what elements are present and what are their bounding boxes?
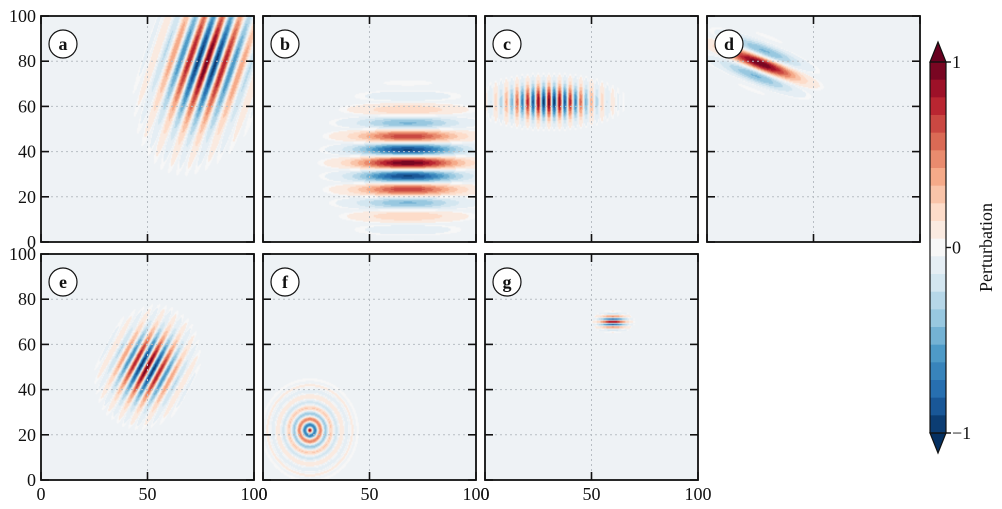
colorbar: 1 0 −1 Perturbation bbox=[929, 40, 996, 455]
contour-field bbox=[263, 254, 476, 480]
colorbar-level bbox=[930, 203, 946, 222]
colorbar-level bbox=[930, 115, 946, 134]
panel-g: g 0 50 100 bbox=[481, 253, 712, 504]
y-tick-label: 100 bbox=[9, 6, 36, 26]
panel-label-badge bbox=[714, 29, 744, 59]
colorbar-level bbox=[930, 97, 946, 116]
panel-frame bbox=[40, 15, 255, 243]
colorbar-level bbox=[930, 79, 946, 98]
panel-label-badge bbox=[270, 267, 300, 297]
colorbar-label: Perturbation bbox=[976, 203, 996, 292]
x-tick-label: 50 bbox=[139, 484, 157, 504]
colorbar-level bbox=[930, 221, 946, 240]
panel-label-badge bbox=[48, 267, 78, 297]
x-tick-label: 0 bbox=[37, 484, 46, 504]
x-tick-label: 50 bbox=[361, 484, 379, 504]
colorbar-extend-min bbox=[929, 432, 947, 455]
y-tick-label: 0 bbox=[27, 232, 36, 252]
panel-frame bbox=[40, 253, 255, 481]
y-tick-label: 0 bbox=[27, 470, 36, 490]
y-tick-label: 20 bbox=[18, 425, 36, 445]
panel-label-badge bbox=[270, 29, 300, 59]
panel-b: b bbox=[262, 15, 477, 243]
y-tick-label: 40 bbox=[18, 380, 36, 400]
x-tick-label: 0 bbox=[259, 484, 268, 504]
panel-label: e bbox=[59, 272, 67, 292]
panel-label-badge bbox=[492, 267, 522, 297]
colorbar-level bbox=[930, 291, 946, 310]
panel-label: d bbox=[724, 34, 734, 54]
colorbar-extend-max bbox=[929, 40, 947, 63]
contour-field bbox=[263, 16, 476, 242]
colorbar-level bbox=[930, 256, 946, 275]
panel-f: f 0 50 100 bbox=[259, 253, 490, 504]
panel-c: c bbox=[484, 15, 699, 243]
colorbar-tick-label: 0 bbox=[952, 238, 961, 258]
contour-field bbox=[485, 16, 698, 242]
colorbar-level bbox=[930, 309, 946, 328]
y-tick-label: 80 bbox=[18, 289, 36, 309]
panel-label: c bbox=[503, 34, 511, 54]
panel-frame bbox=[706, 15, 921, 243]
x-tick-label: 0 bbox=[481, 484, 490, 504]
contour-field bbox=[485, 254, 698, 480]
colorbar-level bbox=[930, 150, 946, 169]
colorbar-level bbox=[930, 168, 946, 187]
panel-label-badge bbox=[492, 29, 522, 59]
colorbar-level bbox=[930, 362, 946, 381]
panel-frame bbox=[484, 15, 699, 243]
contour-field bbox=[41, 254, 254, 480]
y-tick-label: 60 bbox=[18, 334, 36, 354]
panel-label: f bbox=[282, 272, 289, 292]
colorbar-level bbox=[930, 62, 946, 81]
panel-label: g bbox=[503, 272, 512, 292]
colorbar-level bbox=[930, 327, 946, 346]
y-tick-label: 20 bbox=[18, 187, 36, 207]
colorbar-level bbox=[930, 344, 946, 363]
colorbar-level bbox=[930, 274, 946, 293]
colorbar-level bbox=[930, 415, 946, 434]
x-tick-label: 100 bbox=[241, 484, 268, 504]
panel-label: b bbox=[280, 34, 290, 54]
panel-frame bbox=[262, 15, 477, 243]
contour-field bbox=[41, 16, 254, 242]
colorbar-tick-label: −1 bbox=[952, 423, 971, 443]
colorbar-level bbox=[930, 397, 946, 416]
y-tick-label: 60 bbox=[18, 96, 36, 116]
colorbar-level bbox=[930, 185, 946, 204]
x-tick-label: 100 bbox=[685, 484, 712, 504]
panel-label-badge bbox=[48, 29, 78, 59]
panel-a: a 0 20 40 60 80 100 bbox=[9, 6, 255, 252]
colorbar-tick-label: 1 bbox=[952, 52, 961, 72]
panel-d: d bbox=[706, 15, 921, 243]
y-tick-label: 100 bbox=[9, 244, 36, 264]
panel-frame bbox=[484, 253, 699, 481]
x-tick-label: 50 bbox=[583, 484, 601, 504]
y-tick-label: 80 bbox=[18, 51, 36, 71]
panel-frame bbox=[262, 253, 477, 481]
colorbar-level bbox=[930, 238, 946, 257]
x-tick-label: 100 bbox=[463, 484, 490, 504]
colorbar-level bbox=[930, 132, 946, 151]
contour-field bbox=[707, 16, 920, 242]
y-tick-label: 40 bbox=[18, 142, 36, 162]
panel-label: a bbox=[59, 34, 68, 54]
colorbar-level bbox=[930, 380, 946, 399]
